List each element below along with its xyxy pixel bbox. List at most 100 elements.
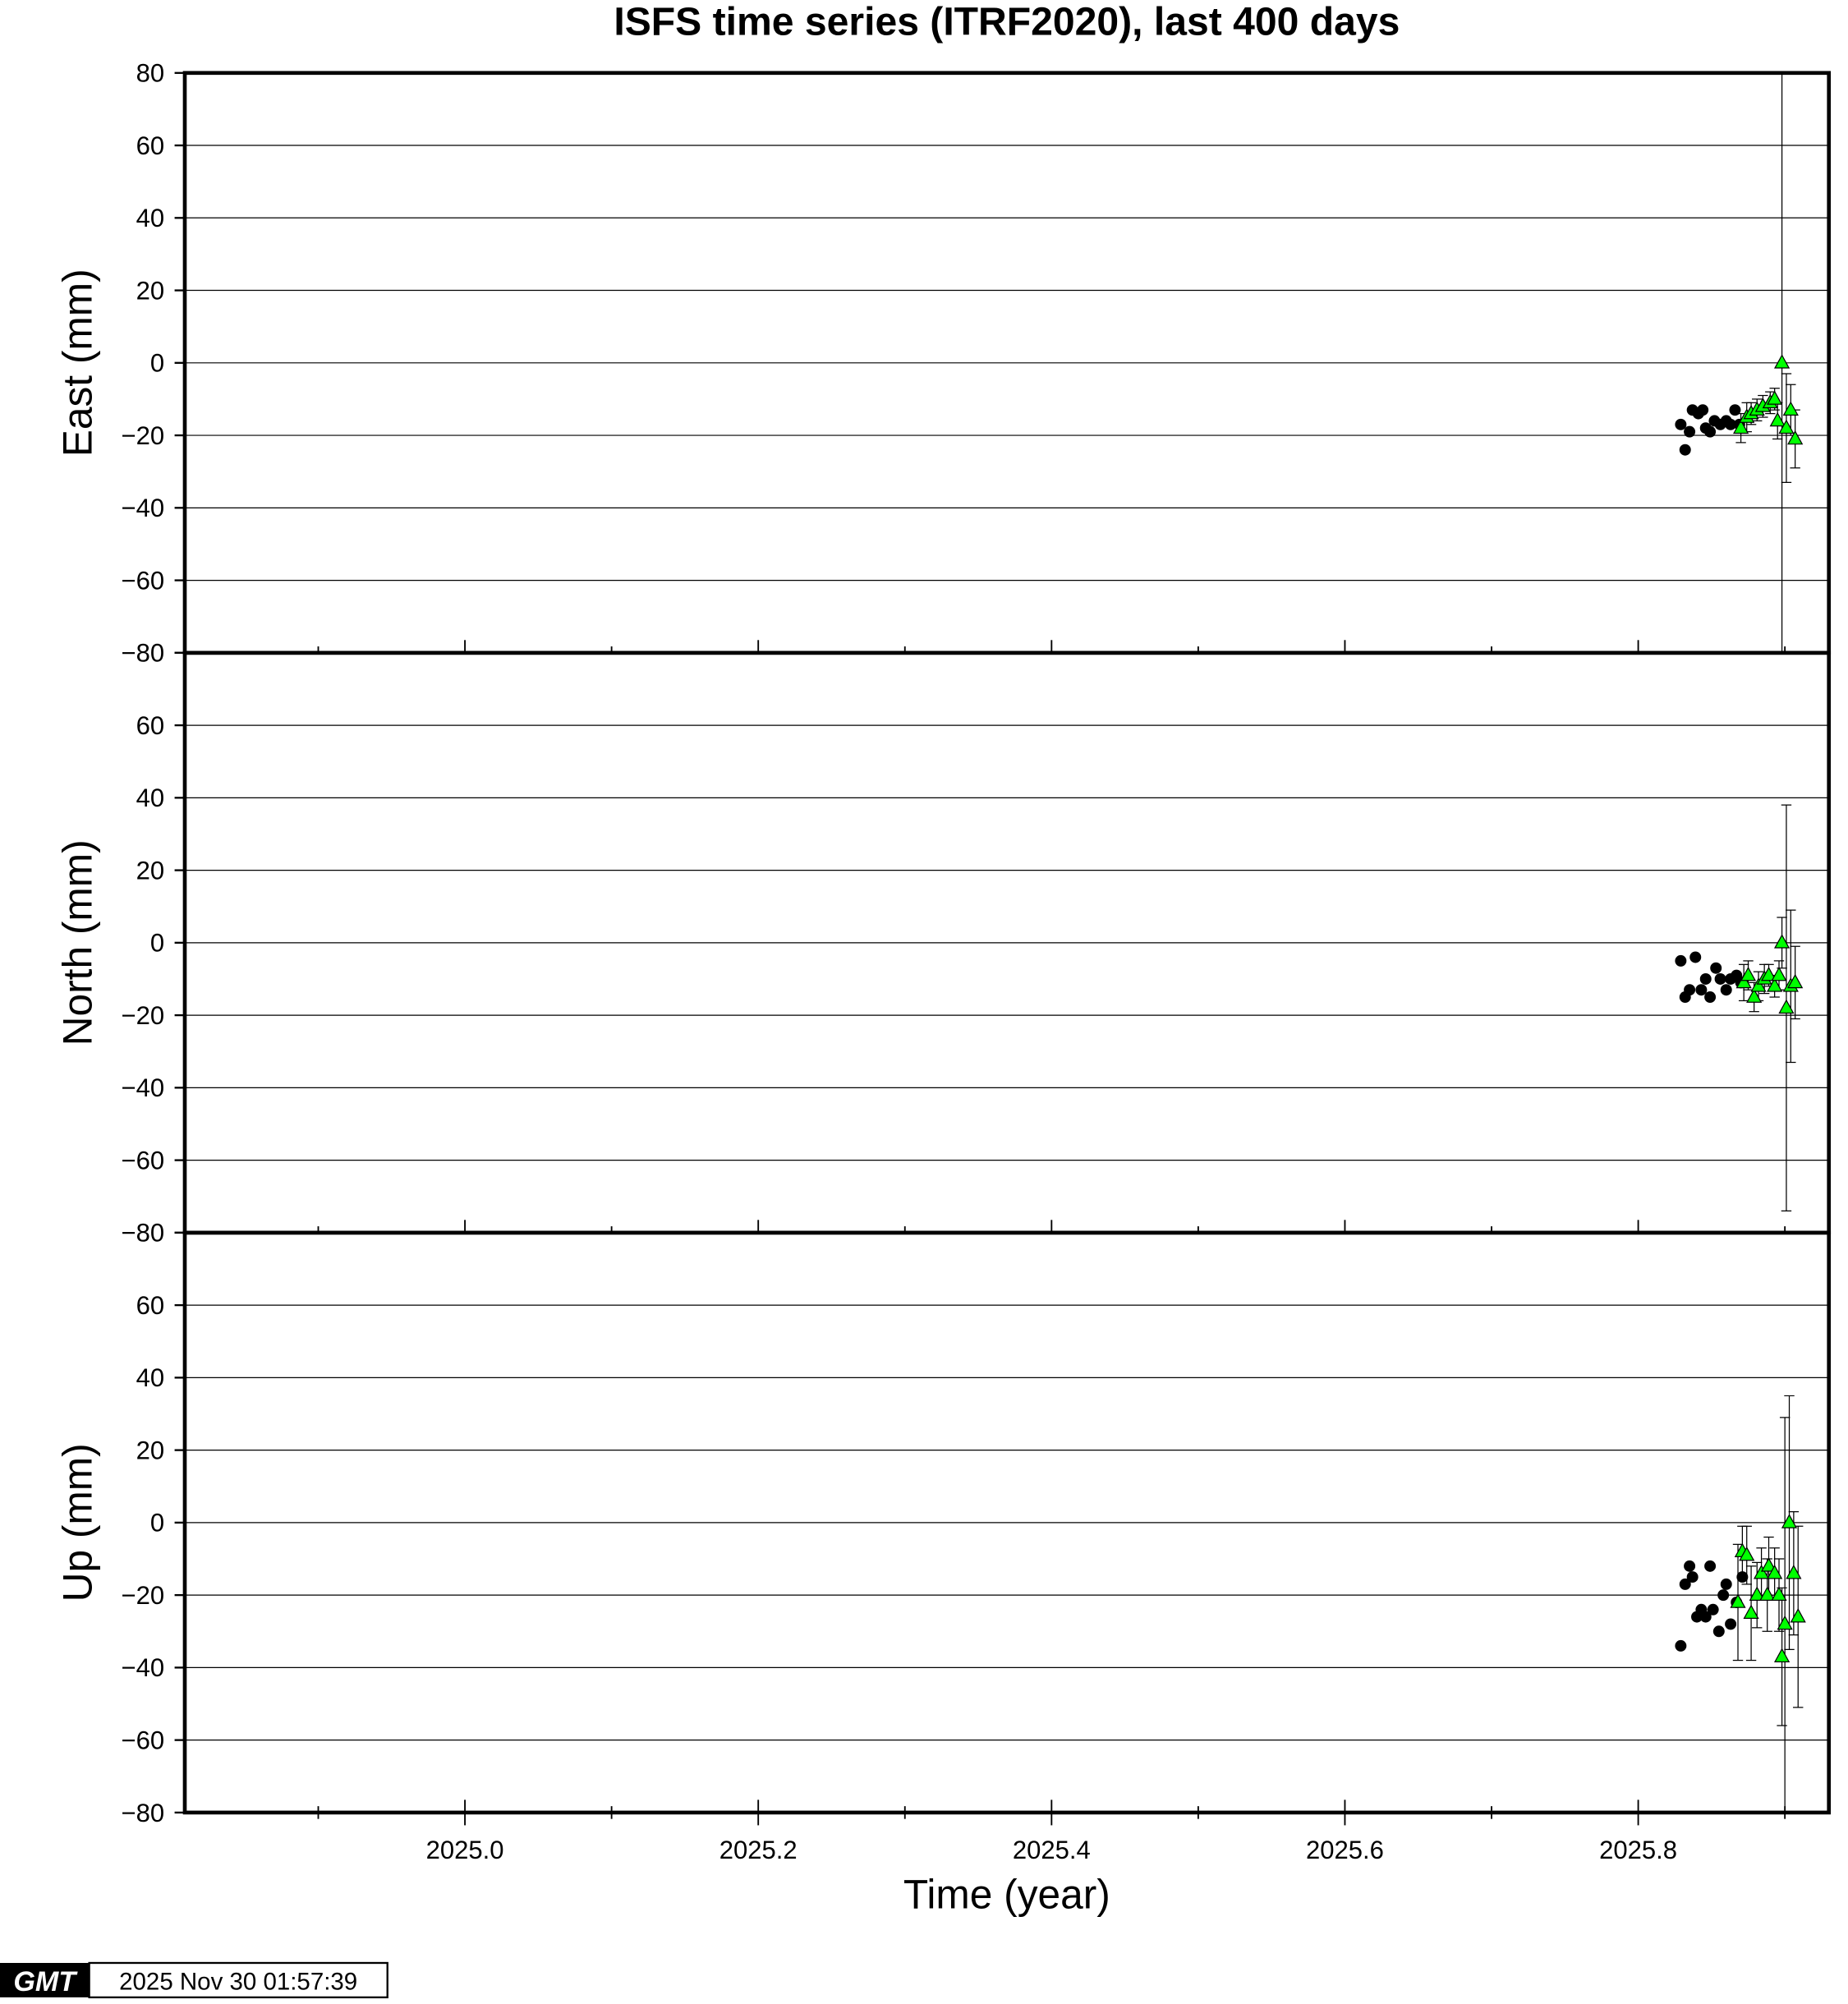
y-axis-label: East (mm) [55,269,101,457]
rapid-point [1778,999,1795,1014]
final-point [1704,991,1717,1004]
y-tick-label: 60 [136,711,164,740]
final-point [1717,1589,1730,1602]
y-tick-label: 20 [136,1436,164,1464]
rapid-point [1750,977,1767,992]
y-axis-label: North (mm) [55,839,101,1046]
rapid-point [1760,966,1777,981]
rapid-point [1739,1546,1755,1561]
x-axis-label: Time (year) [903,1871,1110,1917]
rapid-point [1777,1615,1793,1630]
y-tick-label: 80 [136,59,164,88]
y-tick-label: −20 [122,1581,165,1610]
x-tick-label: 2025.0 [426,1836,504,1864]
y-tick-label: −60 [122,1726,165,1755]
panel-frame [182,1230,1832,1815]
y-tick-label: 20 [136,276,164,305]
panel-1: 60 40 20 0 −20 −40 −60 −80 North (mm) [55,650,1832,1248]
y-tick-label: 0 [150,1509,164,1537]
rapid-point [1782,401,1799,416]
timestamp: 2025 Nov 30 01:57:39 [119,1969,357,1996]
y-tick-label: −20 [122,1001,165,1030]
rapid-point [1790,1608,1806,1623]
y-tick-label: −80 [122,1799,165,1827]
final-point [1675,954,1687,967]
rapid-point [1781,1514,1798,1528]
final-point [1684,1560,1696,1572]
rapid-point [1773,934,1791,949]
final-point [1695,984,1708,996]
rapid-point [1767,977,1783,992]
rapid-point [1733,419,1749,434]
rapid-point [1773,1648,1791,1662]
final-point [1707,1603,1719,1616]
data-layer [1675,804,1804,1212]
final-point [1684,425,1696,438]
rapid-point [1771,1586,1787,1601]
final-point [1714,972,1726,985]
rapid-point [1767,390,1783,405]
rapid-point [1759,1586,1776,1601]
gmt-logo: GMT [0,1963,90,1997]
y-tick-label: −40 [122,1073,165,1102]
rapid-point [1786,1565,1802,1579]
y-tick-label: −60 [122,566,165,595]
final-point [1699,1611,1712,1623]
final-point [1675,1639,1687,1652]
y-tick-label: −80 [122,1219,165,1248]
y-tick-label: −80 [122,639,165,668]
y-tick-label: 40 [136,1363,164,1392]
y-tick-label: 0 [150,929,164,958]
rapid-point [1730,1593,1746,1608]
y-axis-label: Up (mm) [55,1443,101,1602]
rapid-point [1787,430,1804,445]
y-tick-label: 40 [136,784,164,812]
final-point [1720,1578,1732,1590]
rapid-point [1740,966,1757,981]
x-tick-label: 2025.6 [1306,1836,1384,1864]
final-point [1704,1560,1717,1572]
rapid-point [1767,1565,1783,1579]
y-tick-label: 40 [136,204,164,232]
final-point [1725,418,1737,430]
final-point [1699,972,1712,985]
rapid-point [1743,1604,1759,1620]
final-point [1710,962,1722,974]
y-tick-label: −40 [122,1653,165,1682]
final-point [1679,1578,1691,1590]
final-point [1675,418,1687,430]
svg-text:GMT: GMT [13,1966,78,1997]
panel-0: 80 60 40 20 0 −20 −40 −60 −80 East (mm) [55,59,1832,668]
final-point [1684,984,1696,996]
final-point [1725,1618,1737,1630]
final-point [1729,404,1741,416]
rapid-point [1773,354,1791,369]
x-tick-label: 2025.2 [719,1836,798,1864]
rapid-point [1753,1565,1770,1579]
rapid-point [1760,1557,1777,1572]
final-point [1679,444,1691,456]
rapid-point [1787,973,1804,989]
y-tick-label: 20 [136,856,164,885]
y-tick-label: 0 [150,349,164,378]
y-tick-label: −20 [122,421,165,450]
rapid-point [1769,411,1786,427]
final-point [1689,951,1702,963]
final-point [1712,1625,1725,1638]
x-tick-label: 2025.4 [1013,1836,1091,1864]
rapid-point [1778,419,1795,434]
panel-2: 60 40 20 0 −20 −40 −60 −80 Up (mm) [55,1230,1832,1827]
y-tick-label: −60 [122,1146,165,1174]
rapid-point [1735,973,1752,989]
final-point [1697,404,1709,416]
x-tick-label: 2025.8 [1599,1836,1677,1864]
data-layer [1675,1395,1806,1813]
rapid-point [1771,966,1787,981]
data-layer [1675,72,1804,653]
rapid-point [1746,988,1763,1003]
y-tick-label: 60 [136,131,164,160]
y-tick-label: 60 [136,1291,164,1320]
rapid-point [1749,1586,1765,1601]
final-point [1704,425,1717,438]
